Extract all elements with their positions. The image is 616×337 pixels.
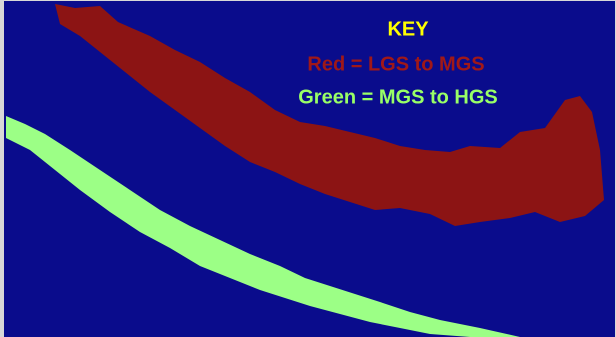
key-entry: Red = LGS to MGS bbox=[307, 53, 484, 75]
key-entry: Green = MGS to HGS bbox=[298, 86, 497, 108]
red-region bbox=[55, 4, 604, 226]
key-title: KEY bbox=[387, 18, 429, 40]
